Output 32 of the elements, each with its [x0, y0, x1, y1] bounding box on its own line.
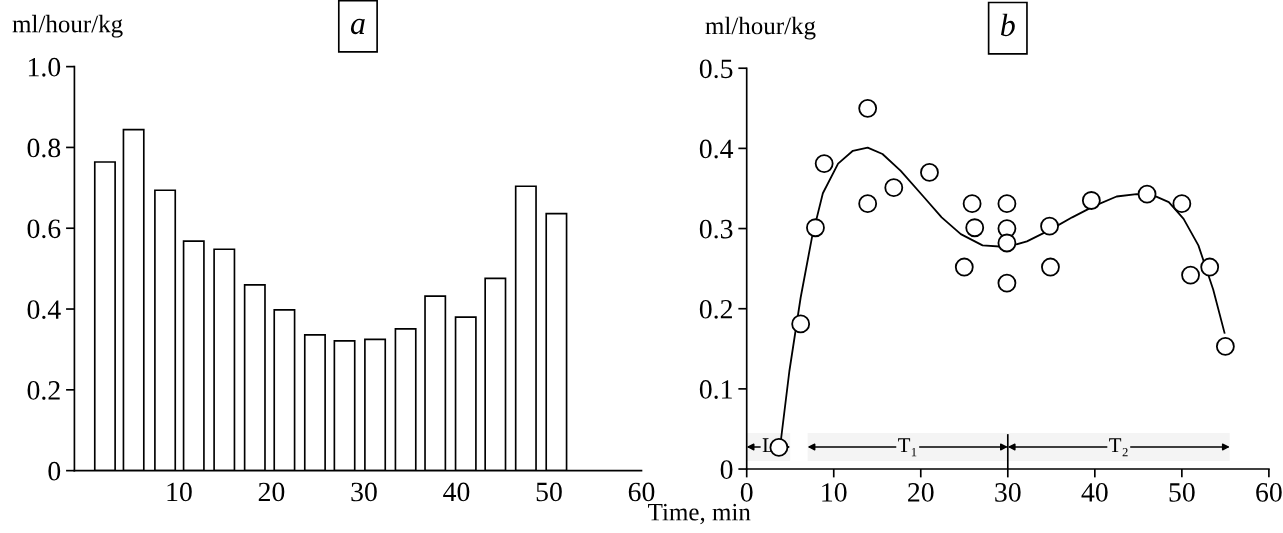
x-tick-label: 20 — [908, 483, 934, 502]
y-tick-label: 0 — [720, 460, 733, 479]
x-tick-label: 10 — [822, 483, 847, 502]
x-axis-title: Time, min — [648, 503, 751, 525]
y-tick-label: 0.2 — [27, 381, 60, 400]
chart-title: a — [350, 18, 365, 35]
y-tick-label: 0.3 — [699, 219, 733, 239]
x-tick-label: 10 — [167, 482, 192, 502]
y-tick-label: 0.4 — [699, 139, 734, 159]
y-axis-title: ml/hour/kg — [12, 14, 123, 38]
x-tick-label: 0 — [740, 483, 753, 502]
x-tick-label: 20 — [258, 482, 285, 502]
x-tick-label: 40 — [1081, 483, 1108, 502]
chart-title: b — [1001, 13, 1015, 37]
y-tick-label: 0.6 — [27, 219, 61, 239]
y-tick-label: 1.0 — [28, 57, 61, 77]
y-axis-title: ml/hour/kg — [705, 16, 816, 40]
x-tick-label: 60 — [1256, 483, 1282, 502]
x-tick-label: 40 — [443, 482, 470, 502]
x-tick-label: 30 — [351, 482, 377, 502]
x-tick-label: 50 — [536, 482, 562, 502]
y-tick-label: 0 — [48, 461, 61, 481]
x-tick-label: 60 — [628, 482, 655, 502]
band-label: T₁ — [898, 438, 917, 457]
x-tick-label: 50 — [1169, 483, 1195, 502]
band-label: T₂ — [1109, 438, 1128, 457]
x-tick-label: 30 — [995, 483, 1021, 502]
y-tick-label: 0.2 — [699, 299, 732, 319]
y-tick-label: 0.1 — [699, 380, 732, 399]
y-tick-label: 0.5 — [699, 59, 733, 79]
y-tick-label: 0.8 — [27, 138, 61, 158]
y-tick-label: 0.4 — [27, 300, 61, 320]
